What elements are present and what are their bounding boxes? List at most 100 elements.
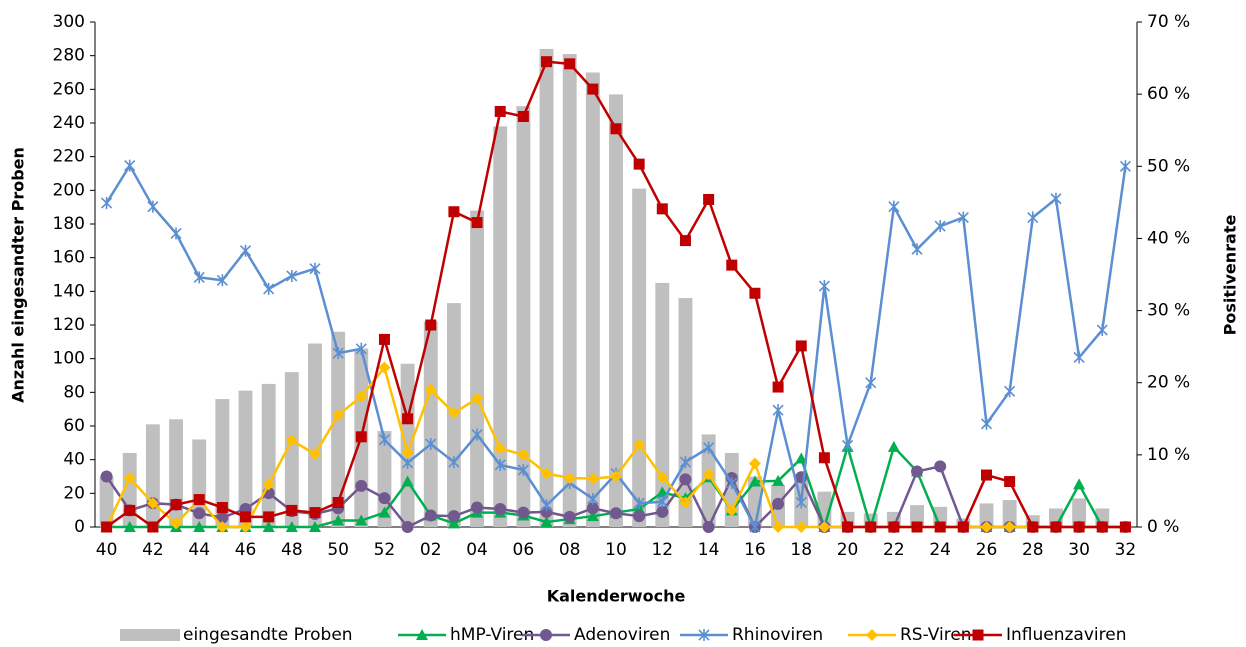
marker [285, 521, 298, 532]
marker [610, 123, 622, 135]
marker [748, 457, 761, 470]
marker [888, 200, 900, 213]
marker [1096, 324, 1108, 337]
marker [610, 507, 622, 520]
y-tick-label: 40 [63, 450, 85, 470]
y2-tick-label: 0 % [1147, 517, 1179, 537]
marker [494, 502, 507, 515]
y2-tick-label: 10 % [1147, 445, 1190, 465]
marker [818, 521, 831, 533]
marker [471, 392, 484, 405]
marker [123, 471, 136, 484]
marker [726, 259, 738, 271]
marker [934, 220, 946, 233]
marker [633, 438, 646, 451]
bar [979, 503, 994, 527]
marker [1050, 521, 1062, 533]
marker [748, 475, 761, 487]
marker [1004, 476, 1016, 488]
marker [726, 476, 738, 489]
y2-tick-label: 60 % [1147, 84, 1190, 104]
marker [541, 56, 553, 68]
marker [795, 521, 808, 533]
x-tick-label: 18 [790, 540, 812, 560]
x-tick-label: 14 [698, 540, 720, 560]
marker [308, 521, 321, 532]
marker [679, 496, 692, 509]
marker [866, 629, 878, 641]
marker [517, 448, 530, 461]
marker [309, 262, 321, 275]
marker [447, 407, 460, 420]
marker [494, 105, 506, 117]
marker [888, 521, 900, 533]
bar [400, 363, 415, 527]
y-tick-label: 300 [53, 12, 85, 32]
x-tick-label: 48 [281, 540, 303, 560]
y-tick-label: 20 [63, 483, 85, 503]
marker [378, 506, 391, 518]
marker [818, 452, 830, 464]
marker [146, 497, 159, 510]
marker [101, 521, 113, 533]
bar [539, 48, 554, 527]
marker [911, 521, 923, 533]
marker [355, 514, 368, 526]
marker [633, 497, 645, 510]
series-3 [101, 159, 1131, 533]
marker [471, 428, 483, 441]
x-tick-label: 50 [327, 540, 349, 560]
marker [795, 452, 808, 464]
marker [425, 319, 437, 331]
marker [517, 464, 529, 477]
marker [586, 472, 599, 485]
marker [193, 271, 205, 284]
marker [124, 504, 136, 516]
marker [679, 456, 692, 469]
marker [447, 517, 460, 529]
x-tick-label: 40 [96, 540, 118, 560]
marker [540, 499, 553, 512]
marker [216, 274, 228, 287]
marker [563, 510, 576, 523]
y-tick-label: 220 [53, 147, 85, 167]
marker [633, 510, 646, 523]
y-tick-label: 60 [63, 416, 85, 436]
marker [656, 495, 668, 508]
marker [957, 521, 969, 533]
marker [263, 282, 275, 295]
marker [1027, 211, 1039, 224]
marker [416, 629, 428, 640]
marker [934, 460, 947, 473]
x-tick-label: 08 [559, 540, 581, 560]
marker [402, 413, 414, 425]
marker [123, 521, 136, 532]
marker [240, 511, 252, 523]
marker [193, 521, 206, 532]
marker [170, 227, 182, 240]
marker [100, 470, 113, 483]
y-tick-label: 100 [53, 349, 85, 369]
marker [262, 521, 275, 532]
marker [239, 521, 252, 533]
marker [355, 342, 367, 355]
legend-item: eingesandte Proben [120, 625, 353, 645]
x-tick-label: 16 [744, 540, 766, 560]
marker [702, 521, 715, 533]
marker [147, 521, 159, 533]
marker [355, 479, 368, 492]
marker [517, 111, 529, 123]
x-tick-label: 46 [235, 540, 257, 560]
marker [448, 456, 460, 469]
marker [378, 333, 390, 345]
marker [401, 521, 414, 533]
marker [448, 206, 460, 218]
bar [1002, 500, 1017, 527]
marker [285, 434, 298, 447]
marker [980, 417, 993, 430]
bar [470, 210, 485, 528]
bar [655, 282, 670, 527]
marker [540, 515, 553, 527]
bar [1072, 498, 1087, 527]
marker [656, 471, 669, 484]
